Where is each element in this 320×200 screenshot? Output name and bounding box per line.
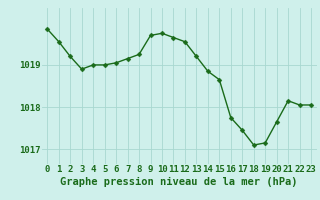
X-axis label: Graphe pression niveau de la mer (hPa): Graphe pression niveau de la mer (hPa): [60, 177, 298, 187]
